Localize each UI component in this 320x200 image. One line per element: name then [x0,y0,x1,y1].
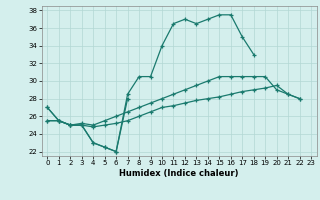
X-axis label: Humidex (Indice chaleur): Humidex (Indice chaleur) [119,169,239,178]
